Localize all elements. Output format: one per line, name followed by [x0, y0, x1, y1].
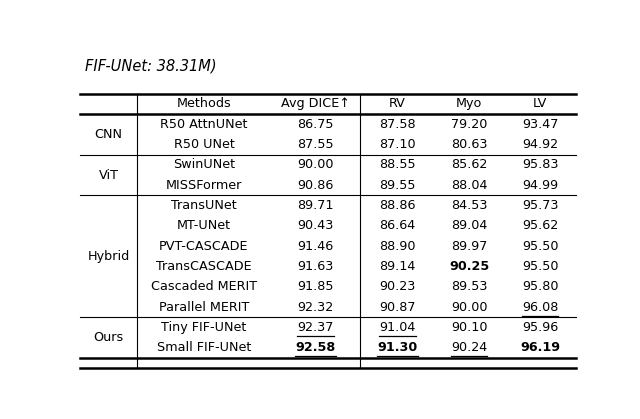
Text: 90.25: 90.25 — [449, 260, 490, 273]
Text: Small FIF-UNet: Small FIF-UNet — [157, 341, 251, 354]
Text: 90.87: 90.87 — [379, 300, 416, 314]
Text: 88.86: 88.86 — [379, 199, 416, 212]
Text: 95.50: 95.50 — [522, 260, 558, 273]
Text: 88.55: 88.55 — [379, 158, 416, 171]
Text: 90.10: 90.10 — [451, 321, 488, 334]
Text: 96.19: 96.19 — [520, 341, 560, 354]
Text: 88.90: 88.90 — [379, 240, 416, 253]
Text: 95.73: 95.73 — [522, 199, 558, 212]
Text: 87.55: 87.55 — [298, 138, 334, 151]
Text: Methods: Methods — [177, 98, 232, 111]
Text: 90.86: 90.86 — [298, 179, 334, 192]
Text: 95.50: 95.50 — [522, 240, 558, 253]
Text: 95.83: 95.83 — [522, 158, 558, 171]
Text: 91.85: 91.85 — [298, 280, 334, 293]
Text: ViT: ViT — [99, 168, 118, 181]
Text: 93.47: 93.47 — [522, 118, 558, 131]
Text: LV: LV — [533, 98, 547, 111]
Text: 90.23: 90.23 — [380, 280, 415, 293]
Text: 80.63: 80.63 — [451, 138, 488, 151]
Text: 91.30: 91.30 — [378, 341, 417, 354]
Text: 84.53: 84.53 — [451, 199, 488, 212]
Text: 94.92: 94.92 — [522, 138, 558, 151]
Text: 79.20: 79.20 — [451, 118, 488, 131]
Text: TransUNet: TransUNet — [171, 199, 237, 212]
Text: R50 UNet: R50 UNet — [173, 138, 234, 151]
Text: 89.97: 89.97 — [451, 240, 488, 253]
Text: 96.08: 96.08 — [522, 300, 558, 314]
Text: Avg DICE↑: Avg DICE↑ — [281, 98, 350, 111]
Text: Myo: Myo — [456, 98, 483, 111]
Text: 88.04: 88.04 — [451, 179, 488, 192]
Text: 89.04: 89.04 — [451, 220, 488, 233]
Text: 95.62: 95.62 — [522, 220, 558, 233]
Text: 91.63: 91.63 — [298, 260, 334, 273]
Text: Ours: Ours — [93, 331, 124, 344]
Text: 95.96: 95.96 — [522, 321, 558, 334]
Text: Parallel MERIT: Parallel MERIT — [159, 300, 249, 314]
Text: PVT-CASCADE: PVT-CASCADE — [159, 240, 249, 253]
Text: 89.53: 89.53 — [451, 280, 488, 293]
Text: CNN: CNN — [95, 128, 122, 141]
Text: 85.62: 85.62 — [451, 158, 488, 171]
Text: Hybrid: Hybrid — [88, 250, 130, 263]
Text: 86.75: 86.75 — [298, 118, 334, 131]
Text: 87.10: 87.10 — [379, 138, 416, 151]
Text: 90.43: 90.43 — [298, 220, 334, 233]
Text: Cascaded MERIT: Cascaded MERIT — [151, 280, 257, 293]
Text: 92.58: 92.58 — [296, 341, 336, 354]
Text: 89.55: 89.55 — [379, 179, 416, 192]
Text: R50 AttnUNet: R50 AttnUNet — [160, 118, 248, 131]
Text: 87.58: 87.58 — [379, 118, 416, 131]
Text: 90.24: 90.24 — [451, 341, 488, 354]
Text: 89.14: 89.14 — [380, 260, 415, 273]
Text: RV: RV — [389, 98, 406, 111]
Text: TransCASCADE: TransCASCADE — [156, 260, 252, 273]
Text: 95.80: 95.80 — [522, 280, 558, 293]
Text: 86.64: 86.64 — [380, 220, 415, 233]
Text: 90.00: 90.00 — [298, 158, 334, 171]
Text: MISSFormer: MISSFormer — [166, 179, 242, 192]
Text: Tiny FIF-UNet: Tiny FIF-UNet — [161, 321, 246, 334]
Text: SwinUNet: SwinUNet — [173, 158, 235, 171]
Text: 91.46: 91.46 — [298, 240, 333, 253]
Text: 92.32: 92.32 — [298, 300, 333, 314]
Text: MT-UNet: MT-UNet — [177, 220, 231, 233]
Text: FIF-UNet: 38.31M): FIF-UNet: 38.31M) — [85, 58, 216, 73]
Text: 91.04: 91.04 — [380, 321, 415, 334]
Text: 92.37: 92.37 — [298, 321, 334, 334]
Text: 89.71: 89.71 — [298, 199, 334, 212]
Text: 90.00: 90.00 — [451, 300, 488, 314]
Text: 94.99: 94.99 — [522, 179, 558, 192]
